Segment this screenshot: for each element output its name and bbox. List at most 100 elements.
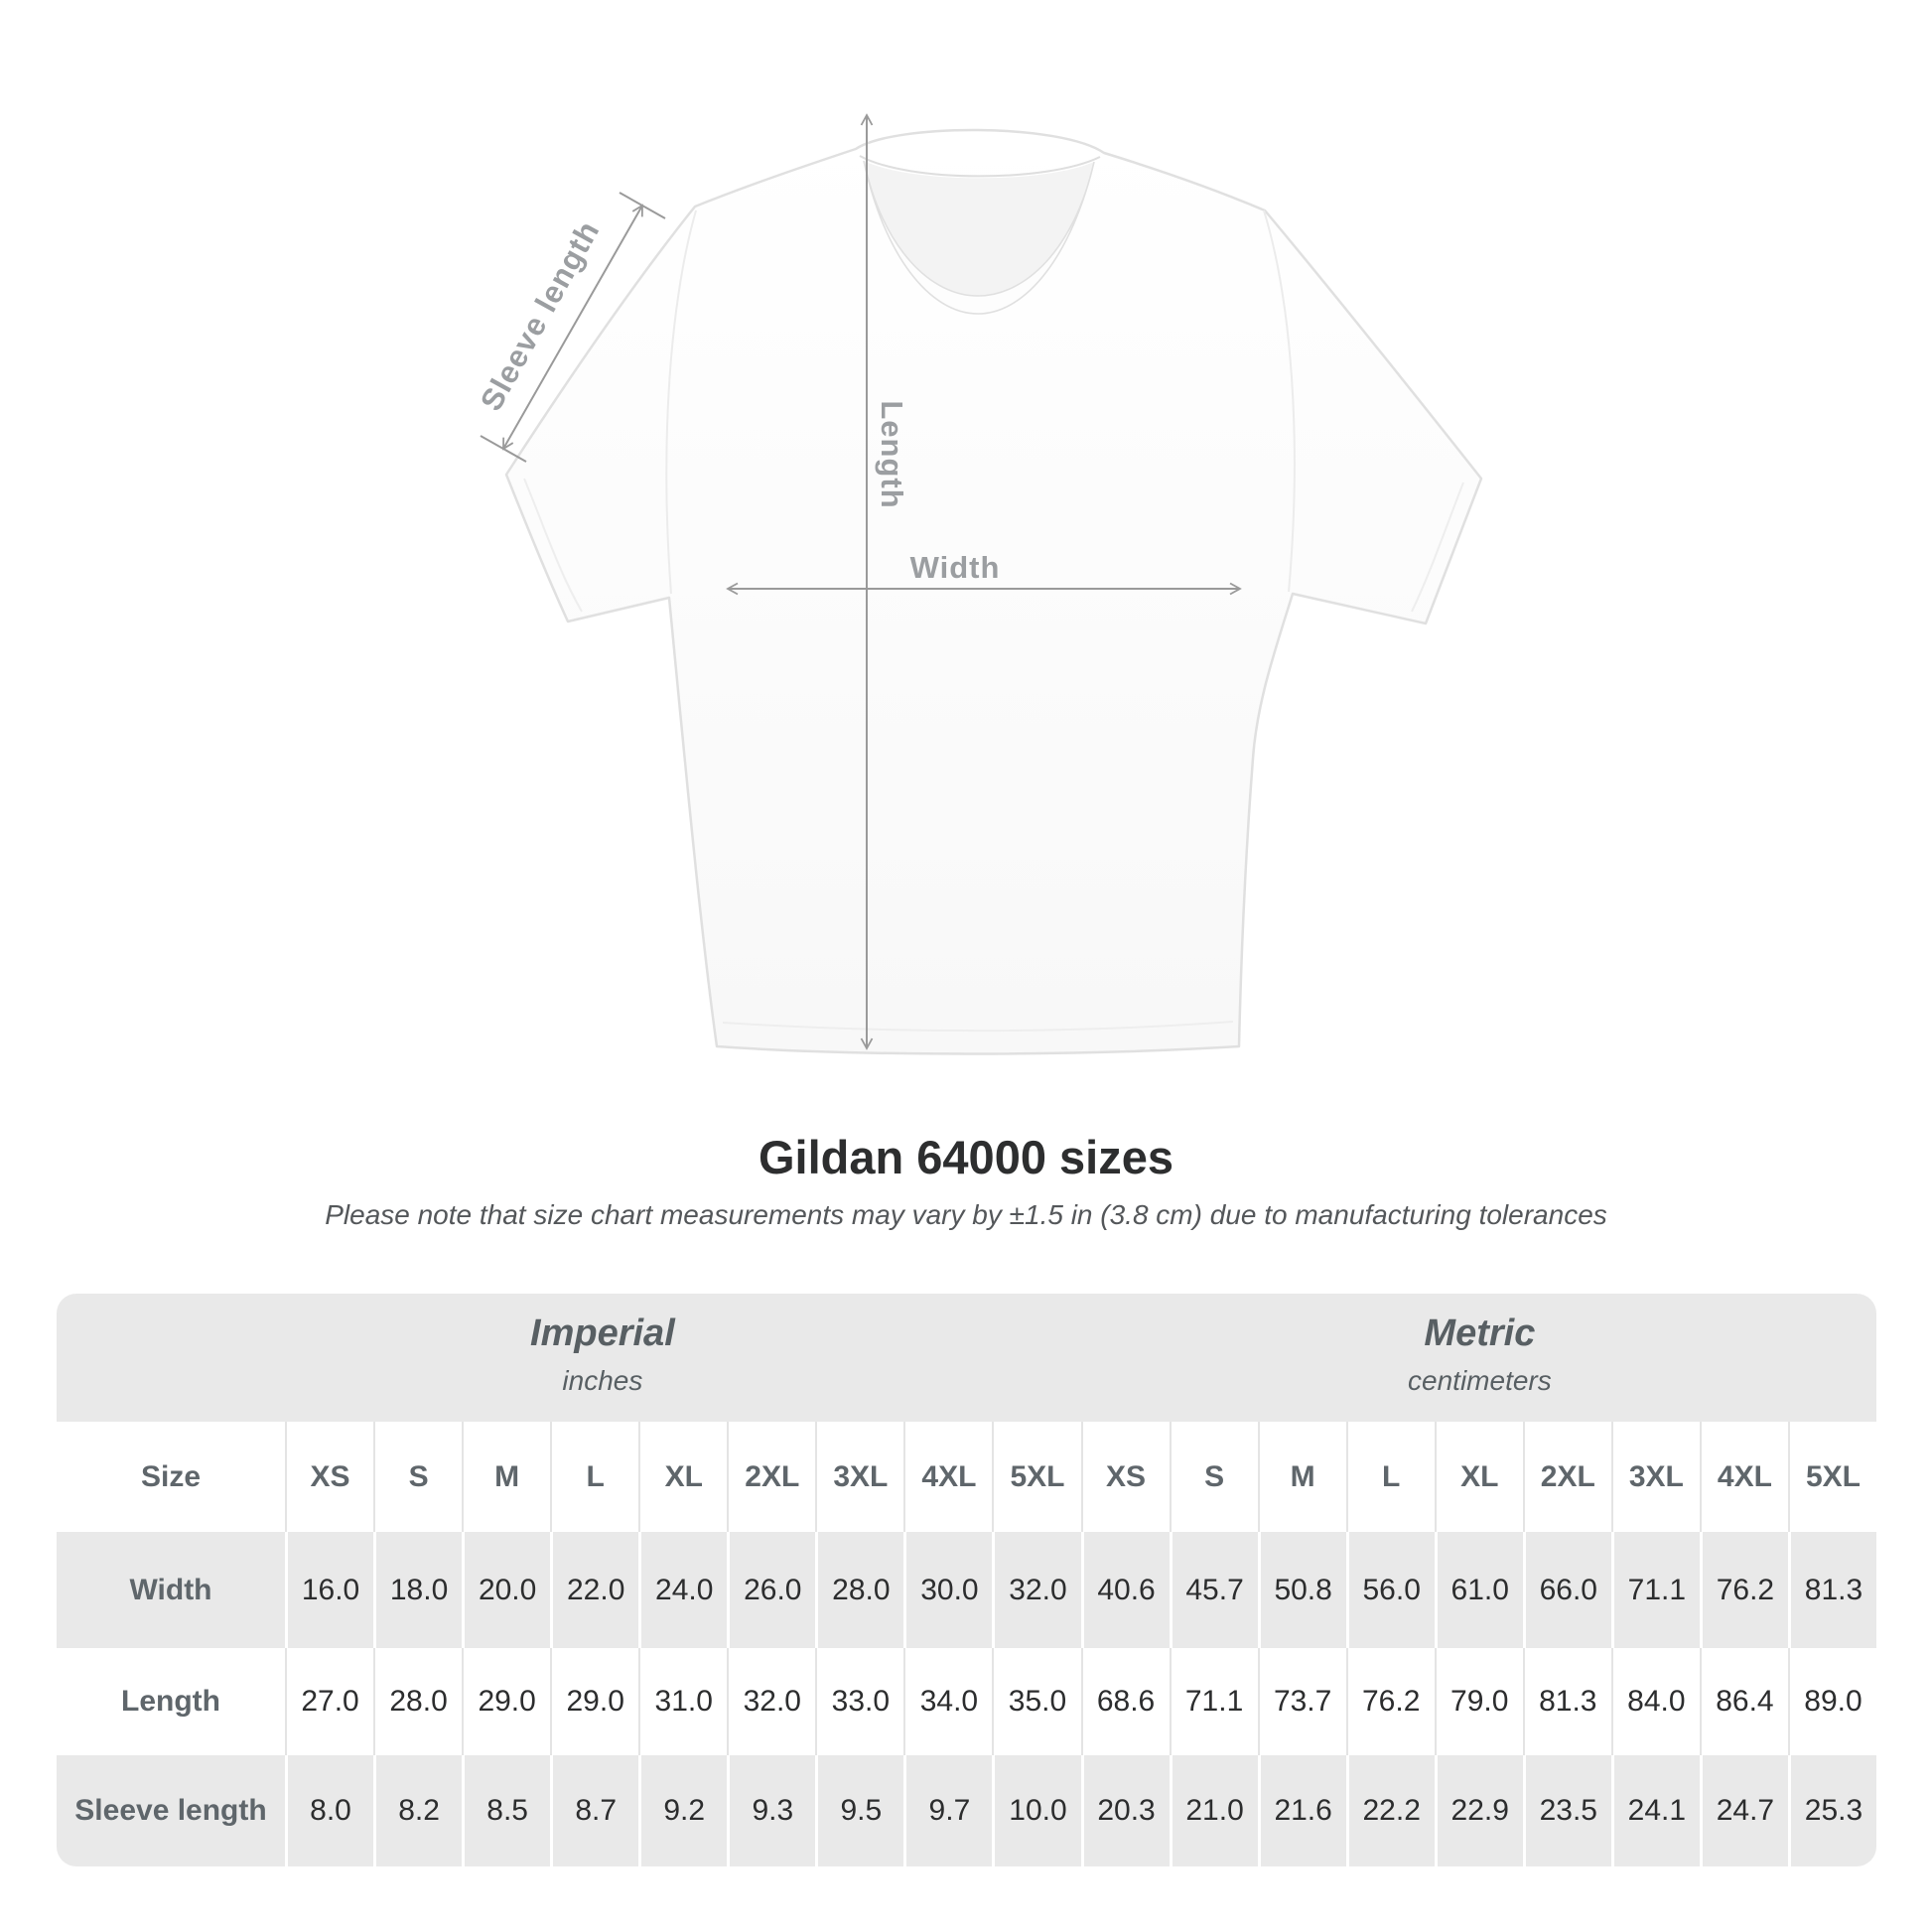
metric-unit: centimeters (1408, 1364, 1552, 1396)
value-cell: 21.6 (1257, 1755, 1346, 1866)
value-cell: 35.0 (992, 1648, 1081, 1755)
size-table: Imperial inches Metric centimeters Size X… (57, 1294, 1876, 1866)
size-col-header: XL (1434, 1422, 1523, 1532)
size-col-header: L (550, 1422, 639, 1532)
tshirt-left-cuff-stitch (523, 478, 583, 613)
value-cell: 9.3 (727, 1755, 816, 1866)
value-cell: 68.6 (1080, 1648, 1170, 1755)
size-col-header: S (373, 1422, 463, 1532)
value-cell: 73.7 (1257, 1648, 1346, 1755)
unit-group-metric: Metric centimeters (1408, 1312, 1552, 1397)
size-col-header: 4XL (903, 1422, 993, 1532)
value-cell: 33.0 (815, 1648, 904, 1755)
tshirt-neck-opening (864, 161, 1094, 296)
tshirt-right-sleeve-seam (1263, 209, 1296, 593)
sleeve-length-tick-bottom (480, 435, 527, 463)
value-cell: 61.0 (1434, 1532, 1523, 1648)
value-cell: 9.7 (903, 1755, 993, 1866)
value-cell: 26.0 (727, 1532, 816, 1648)
value-cell: 84.0 (1610, 1648, 1700, 1755)
size-col-header: 5XL (992, 1422, 1081, 1532)
value-cell: 20.3 (1080, 1755, 1170, 1866)
value-cell: 20.0 (462, 1532, 551, 1648)
value-cell: 71.1 (1610, 1532, 1700, 1648)
value-cell: 31.0 (638, 1648, 728, 1755)
row-label: Length (57, 1648, 285, 1755)
page-subtitle: Please note that size chart measurements… (325, 1199, 1607, 1230)
size-col-header: 4XL (1699, 1422, 1788, 1532)
value-cell: 81.3 (1522, 1648, 1611, 1755)
size-col-header: 2XL (727, 1422, 816, 1532)
tshirt-hem-stitch (722, 1021, 1234, 1033)
page-title: Gildan 64000 sizes (758, 1131, 1174, 1183)
value-cell: 81.3 (1787, 1532, 1876, 1648)
value-cell: 27.0 (285, 1648, 374, 1755)
value-cell: 24.1 (1610, 1755, 1700, 1866)
value-cell: 32.0 (727, 1648, 816, 1755)
value-cell: 86.4 (1699, 1648, 1788, 1755)
value-cell: 28.0 (373, 1648, 463, 1755)
value-cell: 9.2 (638, 1755, 728, 1866)
tshirt-collar-band (863, 160, 1095, 315)
sleeve-length-arrow (502, 204, 643, 451)
value-cell: 89.0 (1787, 1648, 1876, 1755)
size-col-header: S (1169, 1422, 1258, 1532)
value-cell: 29.0 (550, 1648, 639, 1755)
width-label: Width (910, 550, 1001, 585)
tshirt-diagram: Sleeve length Length Width (474, 113, 1483, 1055)
size-col-header: 3XL (815, 1422, 904, 1532)
imperial-label: Imperial (530, 1311, 675, 1354)
value-cell: 21.0 (1169, 1755, 1258, 1866)
value-cell: 34.0 (903, 1648, 993, 1755)
tshirt-left-sleeve-seam (665, 209, 697, 595)
value-cell: 16.0 (285, 1532, 374, 1648)
size-col-header: 2XL (1522, 1422, 1611, 1532)
value-cell: 28.0 (815, 1532, 904, 1648)
value-cell: 23.5 (1522, 1755, 1611, 1866)
value-cell: 76.2 (1345, 1648, 1435, 1755)
imperial-unit: inches (562, 1364, 643, 1396)
value-cell: 50.8 (1257, 1532, 1346, 1648)
value-cell: 8.7 (550, 1755, 639, 1866)
size-col-header: 3XL (1610, 1422, 1700, 1532)
value-cell: 79.0 (1434, 1648, 1523, 1755)
row-label: Sleeve length (57, 1755, 285, 1866)
tshirt-right-cuff-stitch (1411, 482, 1464, 613)
value-cell: 24.0 (638, 1532, 728, 1648)
value-cell: 45.7 (1169, 1532, 1258, 1648)
value-cell: 32.0 (992, 1532, 1081, 1648)
value-cell: 56.0 (1345, 1532, 1435, 1648)
value-cell: 22.0 (550, 1532, 639, 1648)
value-cell: 66.0 (1522, 1532, 1611, 1648)
size-header-cell: Size (57, 1422, 285, 1532)
value-cell: 25.3 (1787, 1755, 1876, 1866)
size-col-header: XS (1080, 1422, 1170, 1532)
value-cell: 24.7 (1699, 1755, 1788, 1866)
size-col-header: M (1257, 1422, 1346, 1532)
value-cell: 22.9 (1434, 1755, 1523, 1866)
metric-label: Metric (1424, 1311, 1536, 1354)
value-cell: 76.2 (1699, 1532, 1788, 1648)
value-cell: 8.2 (373, 1755, 463, 1866)
tshirt-back-collar-seam (859, 155, 1101, 178)
size-col-header: L (1345, 1422, 1435, 1532)
value-cell: 9.5 (815, 1755, 904, 1866)
length-label: Length (875, 400, 909, 508)
size-col-header: XL (638, 1422, 728, 1532)
sleeve-length-tick-top (619, 192, 666, 219)
value-cell: 30.0 (903, 1532, 993, 1648)
size-col-header: 5XL (1787, 1422, 1876, 1532)
size-col-header: M (462, 1422, 551, 1532)
value-cell: 10.0 (992, 1755, 1081, 1866)
row-label: Width (57, 1532, 285, 1648)
value-cell: 8.5 (462, 1755, 551, 1866)
size-col-header: XS (285, 1422, 374, 1532)
value-cell: 29.0 (462, 1648, 551, 1755)
value-cell: 8.0 (285, 1755, 374, 1866)
value-cell: 40.6 (1080, 1532, 1170, 1648)
unit-group-imperial: Imperial inches (530, 1312, 675, 1397)
value-cell: 22.2 (1345, 1755, 1435, 1866)
unit-group-header: Imperial inches Metric centimeters (57, 1294, 1876, 1422)
value-cell: 71.1 (1169, 1648, 1258, 1755)
